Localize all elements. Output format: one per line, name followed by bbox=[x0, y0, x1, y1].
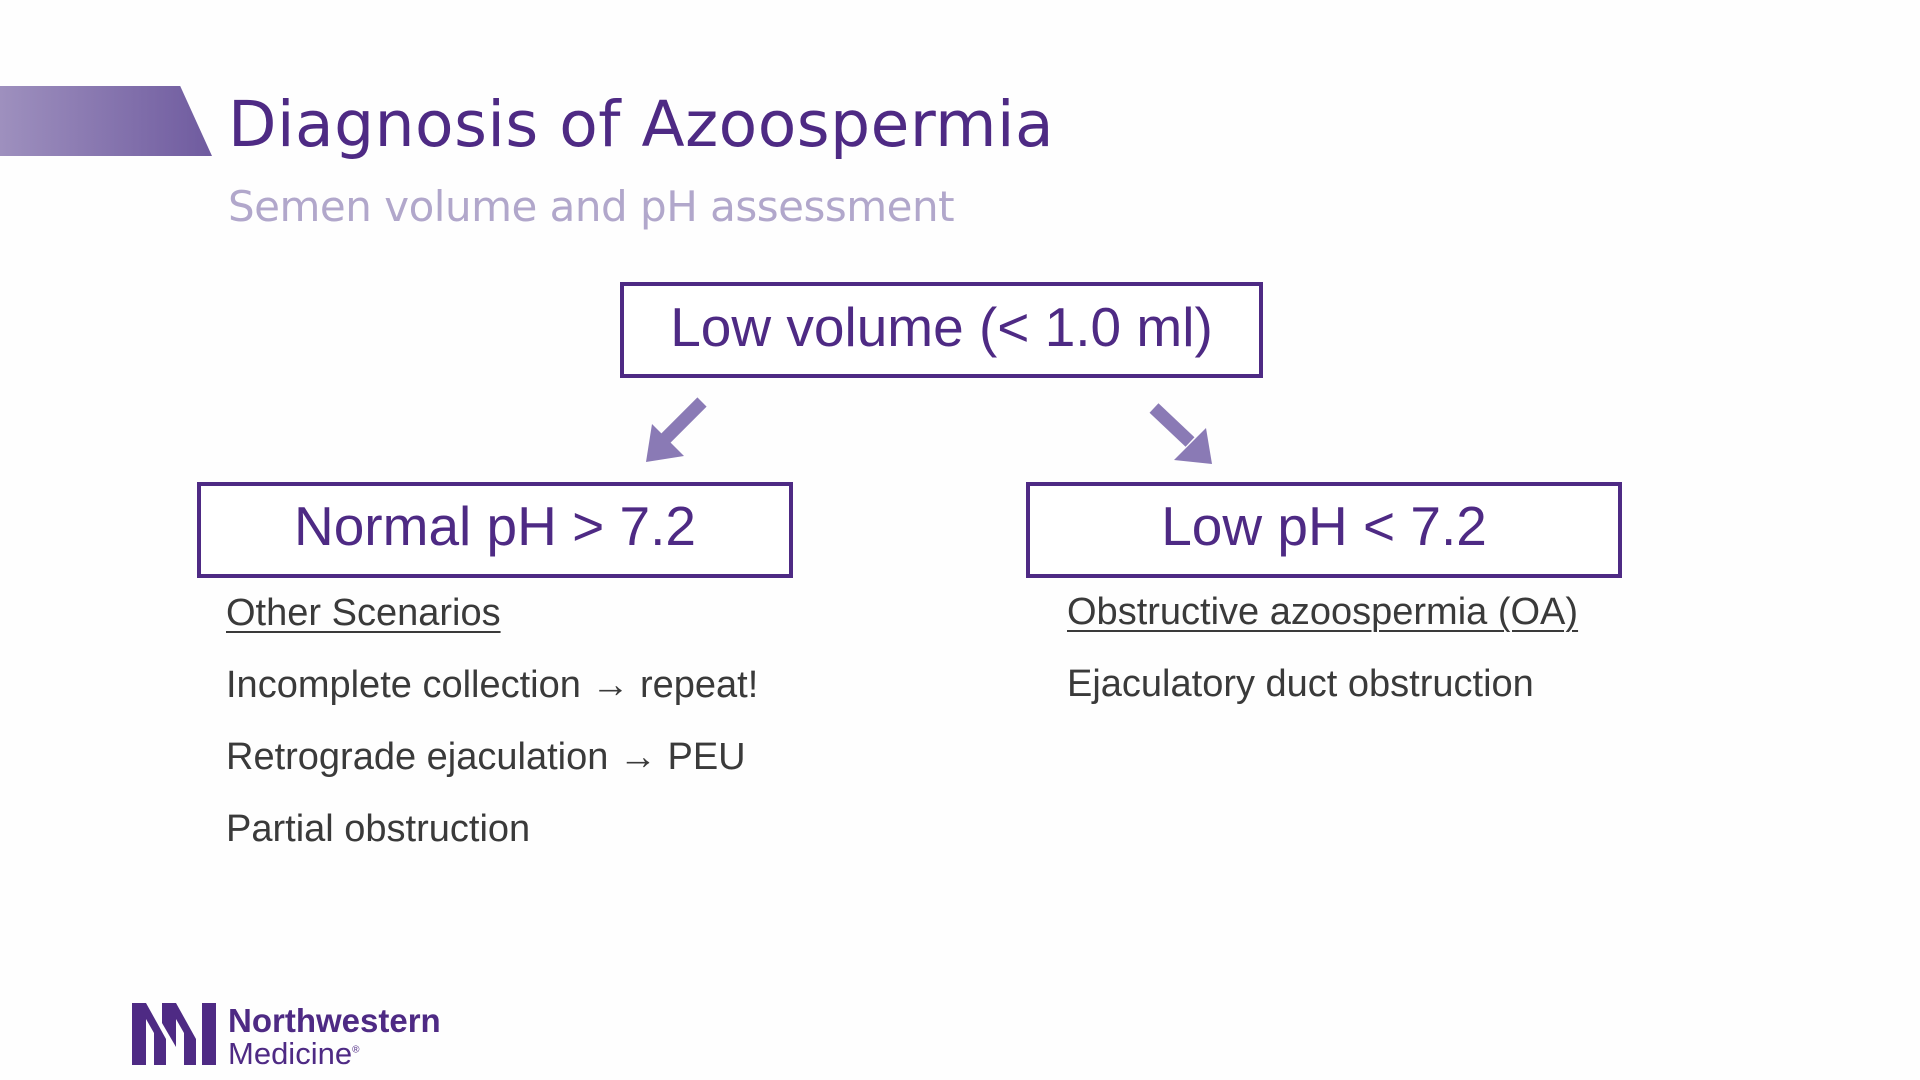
list-item: Partial obstruction bbox=[226, 808, 531, 850]
logo-name: Northwestern bbox=[228, 1002, 441, 1039]
logo-sub-text: Medicine bbox=[228, 1036, 353, 1071]
arrow-down-left-icon bbox=[646, 397, 707, 462]
low-ph-box: Low pH < 7.2 bbox=[1026, 482, 1622, 578]
slide-subtitle: Semen volume and pH assessment bbox=[228, 182, 955, 231]
northwestern-medicine-logo-icon bbox=[132, 1003, 216, 1065]
normal-ph-box: Normal pH > 7.2 bbox=[197, 482, 793, 578]
list-item: Retrograde ejaculation → PEU bbox=[226, 736, 746, 778]
registered-mark: ® bbox=[352, 1044, 360, 1056]
arrow-down-right-icon bbox=[1149, 403, 1212, 464]
low-volume-box: Low volume (< 1.0 ml) bbox=[620, 282, 1263, 378]
logo-sub: Medicine® bbox=[228, 1036, 359, 1072]
list-item: Incomplete collection → repeat! bbox=[226, 664, 759, 706]
obstructive-azoospermia-heading: Obstructive azoospermia (OA) bbox=[1067, 591, 1579, 633]
other-scenarios-heading: Other Scenarios bbox=[226, 592, 501, 634]
title-accent-bar bbox=[0, 86, 212, 156]
slide-title: Diagnosis of Azoospermia bbox=[228, 88, 1055, 161]
list-item: Ejaculatory duct obstruction bbox=[1067, 663, 1534, 705]
